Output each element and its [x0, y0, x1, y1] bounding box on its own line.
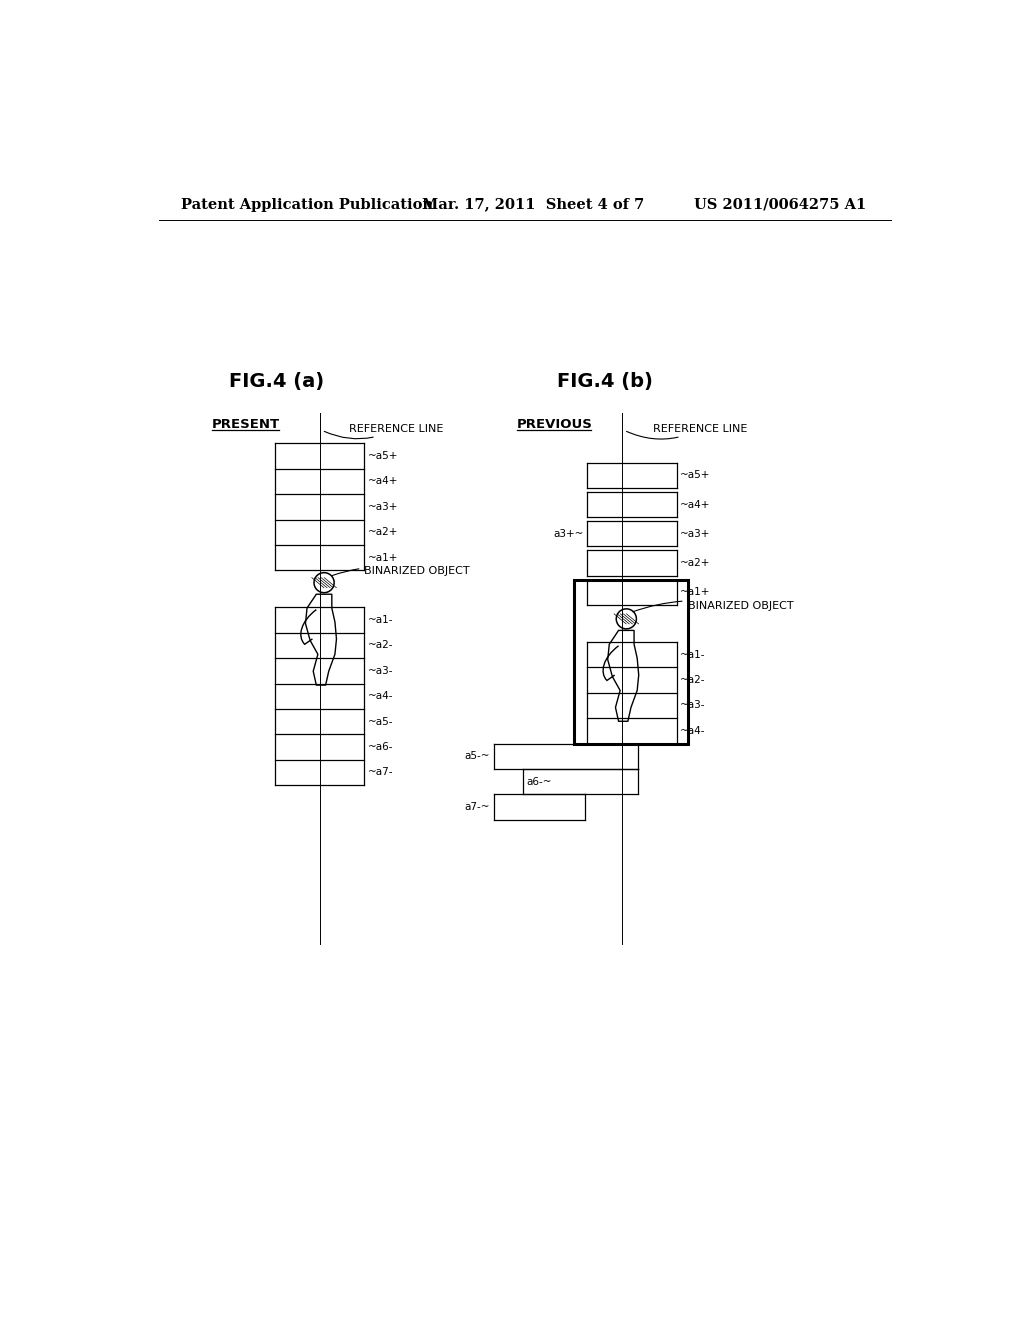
Text: FIG.4 (a): FIG.4 (a)	[229, 372, 325, 391]
Text: ~a1+: ~a1+	[368, 553, 398, 562]
Text: ~a3+: ~a3+	[368, 502, 398, 512]
Text: a7-~: a7-~	[465, 803, 489, 812]
Text: ~a5+: ~a5+	[368, 451, 398, 461]
Text: REFERENCE LINE: REFERENCE LINE	[627, 424, 748, 440]
Text: ~a7-: ~a7-	[368, 767, 393, 777]
Bar	[573, 579, 687, 743]
Text: PRESENT: PRESENT	[212, 417, 280, 430]
Text: ~a1-: ~a1-	[368, 615, 393, 624]
Text: ~a2-: ~a2-	[368, 640, 393, 651]
Text: ~a5-: ~a5-	[368, 717, 393, 726]
Text: ~a3+: ~a3+	[680, 529, 711, 539]
Text: a6-~: a6-~	[526, 776, 552, 787]
Text: BINARIZED OBJECT: BINARIZED OBJECT	[633, 601, 794, 611]
Text: ~a3-: ~a3-	[368, 665, 393, 676]
Text: ~a4+: ~a4+	[368, 477, 398, 486]
Text: ~a3-: ~a3-	[680, 701, 706, 710]
Text: ~a2+: ~a2+	[368, 527, 398, 537]
Text: ~a4-: ~a4-	[368, 692, 393, 701]
Text: ~a2+: ~a2+	[680, 558, 711, 568]
Text: US 2011/0064275 A1: US 2011/0064275 A1	[693, 198, 866, 211]
Text: ~a5+: ~a5+	[680, 470, 711, 480]
Text: a5-~: a5-~	[465, 751, 489, 762]
Text: Mar. 17, 2011  Sheet 4 of 7: Mar. 17, 2011 Sheet 4 of 7	[423, 198, 645, 211]
Text: a3+~: a3+~	[553, 529, 584, 539]
Text: ~a2-: ~a2-	[680, 675, 706, 685]
Text: ~a6-: ~a6-	[368, 742, 393, 752]
Text: FIG.4 (b): FIG.4 (b)	[557, 372, 652, 391]
Text: ~a4+: ~a4+	[680, 499, 711, 510]
Text: PREVIOUS: PREVIOUS	[517, 417, 593, 430]
Text: ~a1-: ~a1-	[680, 649, 706, 660]
Text: BINARIZED OBJECT: BINARIZED OBJECT	[332, 566, 470, 577]
Text: ~a1+: ~a1+	[680, 587, 711, 597]
Text: ~a4-: ~a4-	[680, 726, 706, 735]
Text: Patent Application Publication: Patent Application Publication	[180, 198, 433, 211]
Text: REFERENCE LINE: REFERENCE LINE	[325, 424, 443, 438]
